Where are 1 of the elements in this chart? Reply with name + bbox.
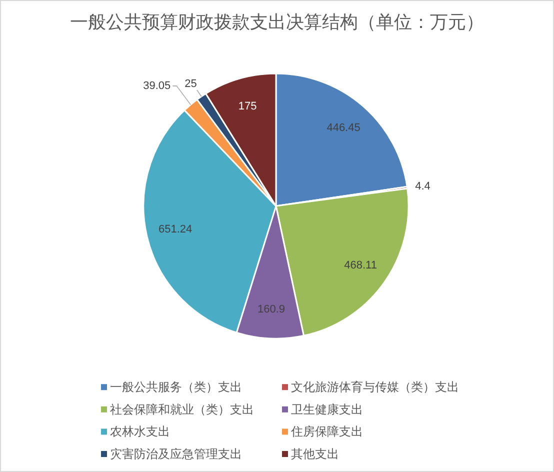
title: 一般公共预算财政拨款支出决算结构（单位：万元）	[70, 12, 484, 32]
